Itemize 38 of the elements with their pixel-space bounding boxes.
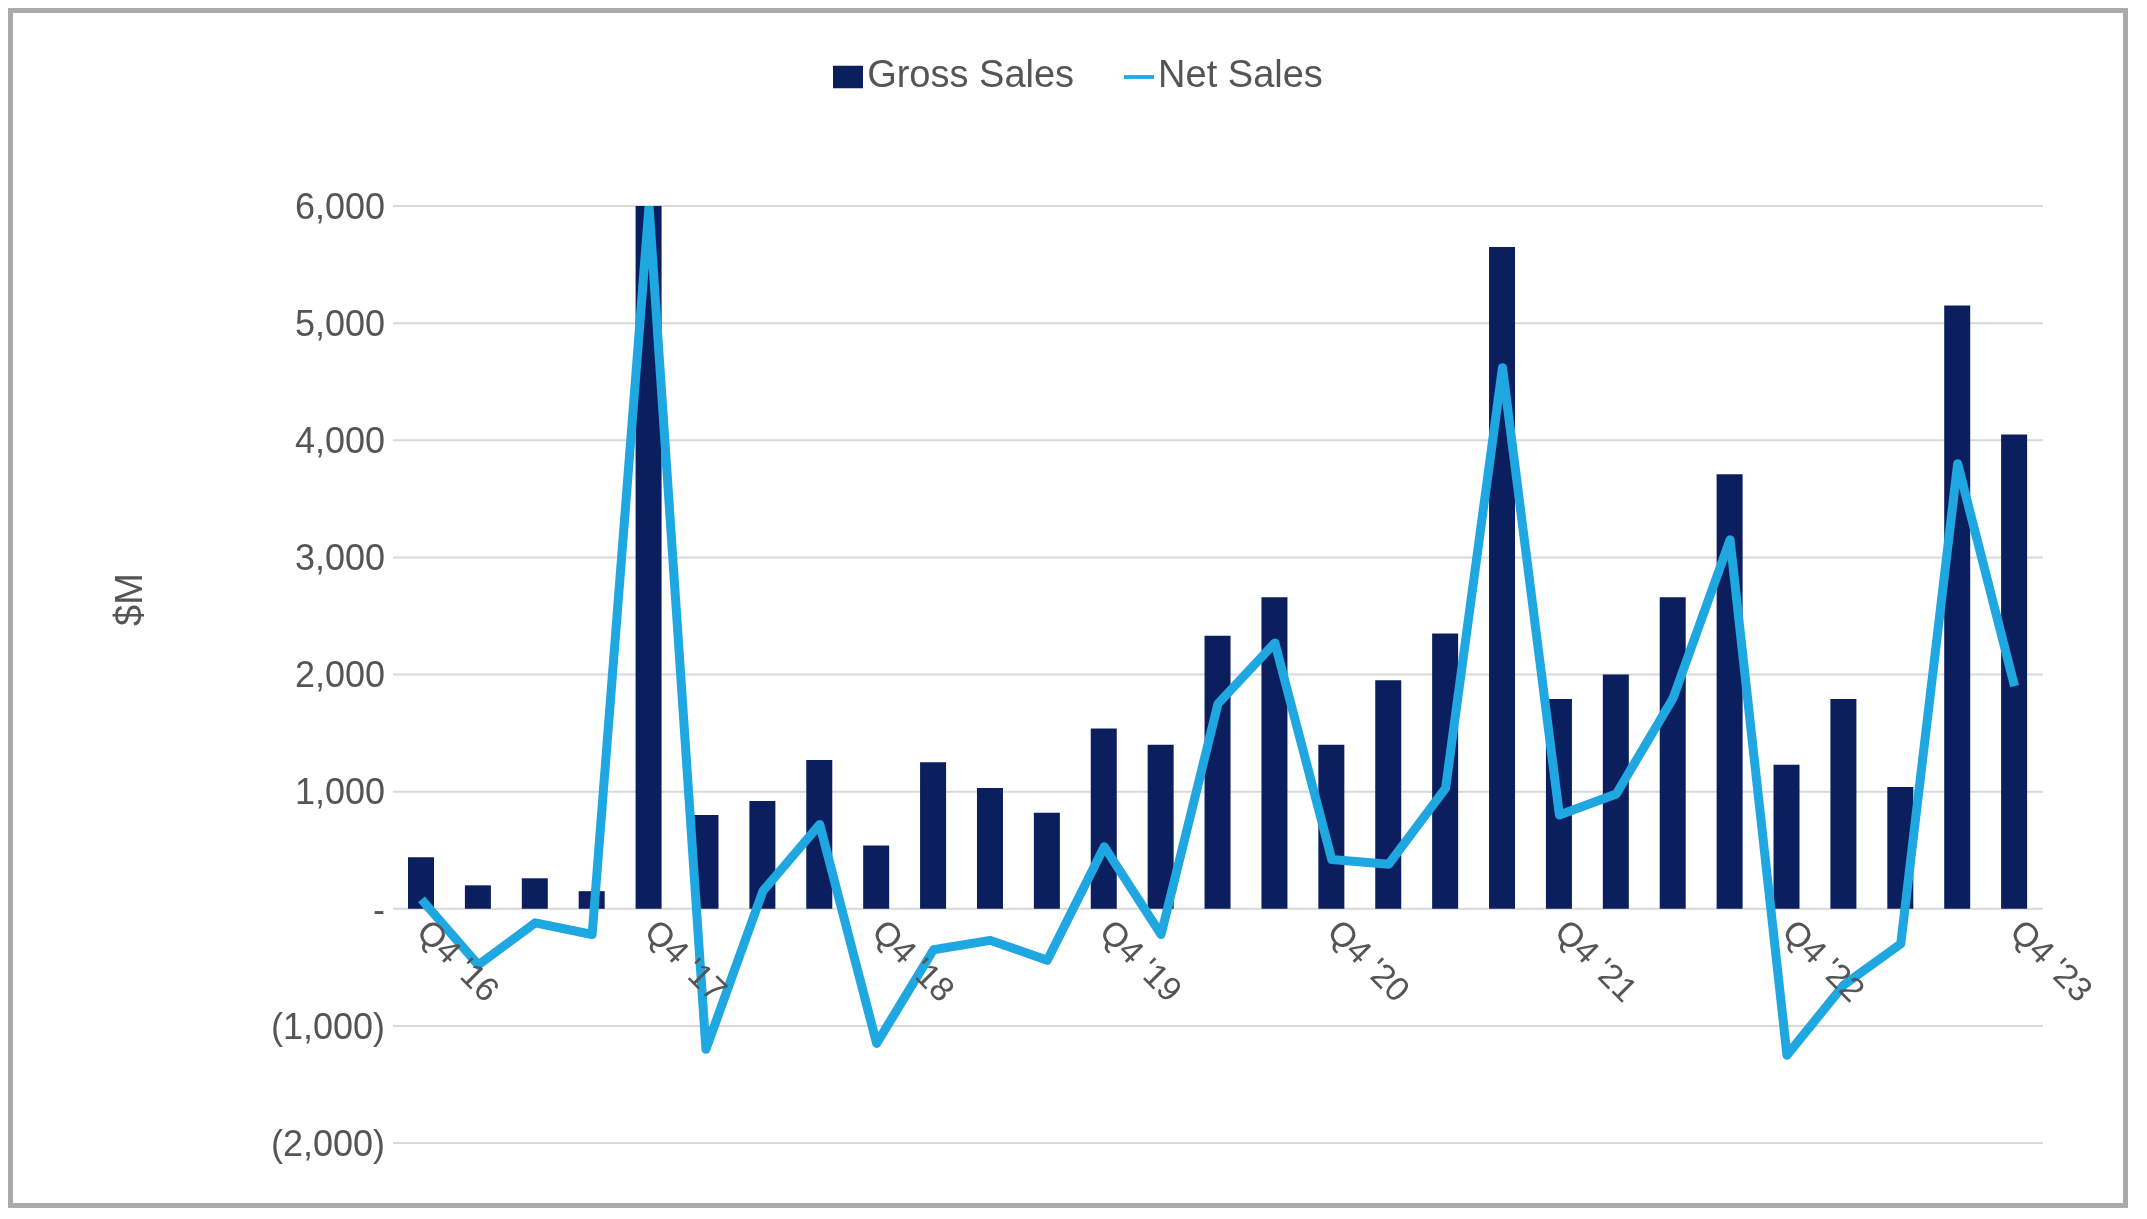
- y-tick-label: (2,000): [270, 1122, 385, 1164]
- bar: [1204, 635, 1231, 909]
- y-tick-label: 3,000: [294, 537, 385, 579]
- y-tick-label: 6,000: [294, 185, 385, 227]
- bar: [2001, 434, 2028, 909]
- bar: [408, 857, 434, 909]
- bar: [1489, 246, 1516, 909]
- x-tick-label: Q4 '18: [865, 911, 963, 1009]
- legend-label: Gross Sales: [867, 53, 1075, 95]
- bar: [863, 845, 890, 909]
- bar: [1261, 597, 1288, 909]
- x-tick-label: Q4 '23: [2003, 911, 2101, 1009]
- y-tick-label: -: [373, 888, 385, 930]
- bar: [1830, 699, 1857, 909]
- bar: [1033, 812, 1060, 909]
- bar: [521, 878, 548, 909]
- bar: [464, 885, 491, 909]
- bar: [1773, 764, 1800, 909]
- bar: [1602, 674, 1629, 909]
- y-tick-label: 4,000: [294, 420, 385, 462]
- x-tick-label: Q4 '16: [410, 911, 508, 1009]
- x-tick-label: Q4 '20: [1320, 911, 1418, 1009]
- x-tick-label: Q4 '17: [637, 911, 735, 1009]
- bar: [976, 788, 1003, 909]
- legend-label: Net Sales: [1158, 53, 1323, 95]
- x-tick-label: Q4 '21: [1548, 911, 1646, 1009]
- bar: [920, 762, 947, 909]
- y-tick-label: 1,000: [294, 771, 385, 813]
- y-tick-label: 2,000: [294, 654, 385, 696]
- y-tick-label: (1,000): [270, 1005, 385, 1047]
- x-tick-label: Q4 '22: [1775, 911, 1873, 1009]
- bar: [1375, 680, 1402, 909]
- y-tick-label: 5,000: [294, 302, 385, 344]
- bar: [1944, 305, 1971, 909]
- bar: [1147, 744, 1174, 909]
- bar: [1659, 597, 1686, 909]
- x-tick-label: Q4 '19: [1092, 911, 1190, 1009]
- y-axis-title: $M: [107, 573, 151, 626]
